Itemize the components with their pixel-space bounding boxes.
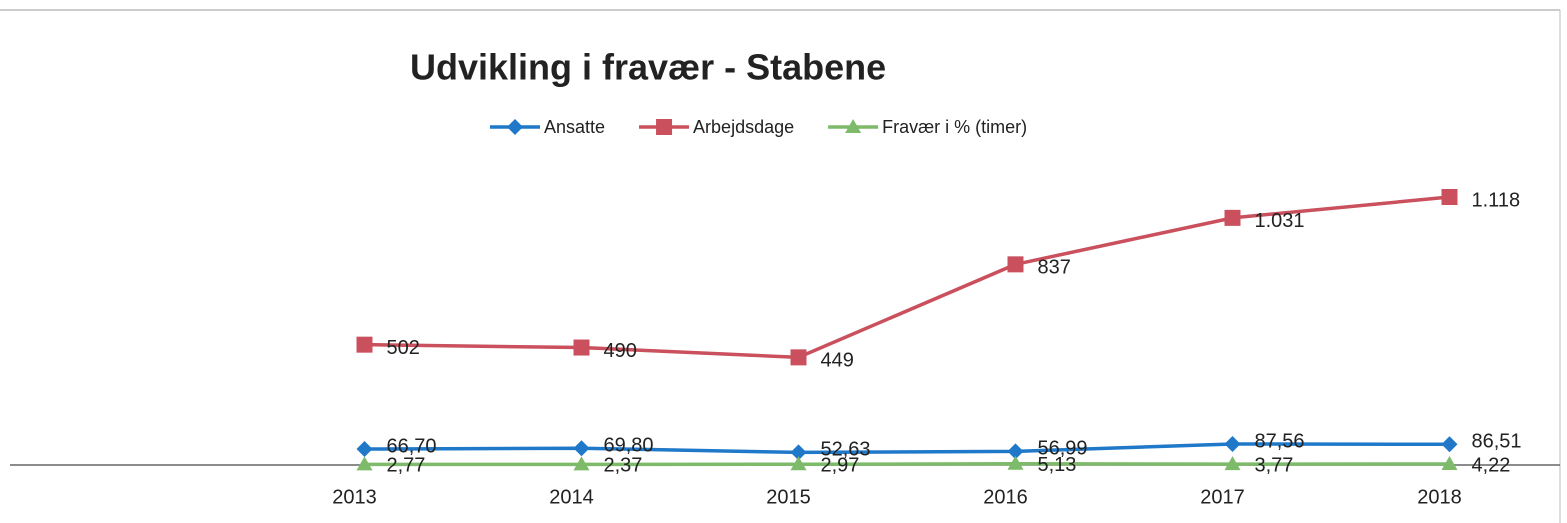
x-tick-label: 2014 xyxy=(549,486,594,508)
data-label: 56,99 xyxy=(1038,438,1088,460)
point xyxy=(790,349,807,366)
point xyxy=(1224,456,1241,471)
point xyxy=(1441,455,1458,470)
legend-label: Ansatte xyxy=(544,117,605,137)
legend-marker xyxy=(845,119,862,133)
data-label: 69,80 xyxy=(604,435,654,457)
chart-title: Udvikling i fravær - Stabene xyxy=(410,47,886,88)
data-label: 1.118 xyxy=(1472,189,1521,211)
data-label: 2,77 xyxy=(387,455,426,477)
series-line xyxy=(364,442,1450,455)
data-label: 502 xyxy=(387,337,420,359)
data-label: 87,56 xyxy=(1255,430,1305,452)
series-line xyxy=(364,195,1450,360)
legend-label: Fravær i % (timer) xyxy=(882,117,1027,137)
point xyxy=(573,456,590,471)
x-tick-label: 2016 xyxy=(983,486,1028,508)
data-label: 3,77 xyxy=(1255,454,1294,476)
data-label: 837 xyxy=(1038,257,1071,279)
legend-marker xyxy=(507,119,523,135)
x-tick-label: 2013 xyxy=(332,486,377,508)
data-label: 86,51 xyxy=(1472,431,1522,453)
point xyxy=(356,336,373,353)
data-label: 449 xyxy=(821,350,854,372)
data-label: 52,63 xyxy=(821,439,871,461)
x-tick-label: 2015 xyxy=(766,486,811,508)
data-label: 2,97 xyxy=(821,455,860,477)
data-label: 490 xyxy=(604,340,637,362)
point xyxy=(790,444,807,461)
x-tick-label: 2017 xyxy=(1200,486,1245,508)
series-line xyxy=(364,462,1450,467)
x-tick-label: 2018 xyxy=(1417,486,1462,508)
point xyxy=(1007,256,1024,273)
point xyxy=(1441,189,1458,205)
point xyxy=(573,339,590,356)
legend-marker xyxy=(656,119,673,135)
point xyxy=(573,440,590,457)
data-label: 4,22 xyxy=(1472,454,1511,476)
point xyxy=(356,456,373,471)
data-label: 66,70 xyxy=(387,435,437,457)
point xyxy=(1441,436,1458,453)
legend-label: Arbejdsdage xyxy=(693,117,794,137)
point xyxy=(356,441,373,458)
data-label: 2,37 xyxy=(604,455,643,477)
point xyxy=(1224,436,1241,453)
point xyxy=(1224,209,1241,226)
data-label: 1.031 xyxy=(1255,210,1305,232)
point xyxy=(1007,455,1024,470)
point xyxy=(790,456,807,471)
point xyxy=(1007,443,1024,460)
data-label: 5,13 xyxy=(1038,454,1077,476)
